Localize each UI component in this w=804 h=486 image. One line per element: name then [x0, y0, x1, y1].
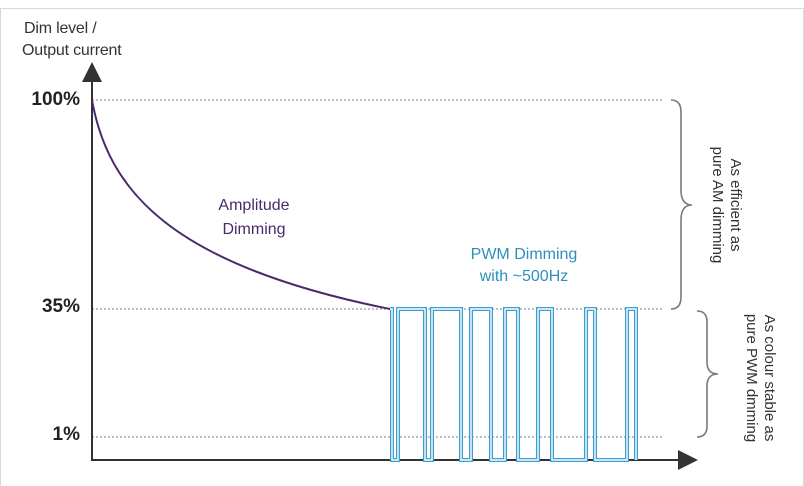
y-axis-title-line2: Output current	[22, 42, 122, 59]
amplitude-dimming-label-line2: Dimming	[222, 221, 286, 238]
frame-top-border	[0, 8, 804, 9]
pwm-dimming-label: PWM Dimming with ~500Hz	[444, 244, 604, 288]
amplitude-dimming-curve	[91, 99, 391, 310]
lower-side-note-line1: As colour stable as	[761, 314, 778, 442]
y-axis-title-line1: Dim level /	[24, 20, 97, 37]
lower-side-note-line2: pure PWM dmming	[743, 313, 760, 443]
tick-label-1: 1%	[52, 424, 80, 445]
upper-side-note-line2: pure AM dimming	[709, 146, 726, 264]
upper-brace	[670, 99, 693, 310]
upper-side-note: As efficient as pure AM dimming	[708, 125, 744, 285]
amplitude-dimming-label: Amplitude Dimming	[199, 194, 309, 242]
upper-side-note-line1: As efficient as	[727, 158, 744, 252]
lower-side-note: As colour stable as pure PWM dmming	[742, 293, 778, 463]
pwm-dimming-label-line2: with ~500Hz	[479, 268, 569, 285]
frame-left-border	[0, 8, 1, 486]
pwm-waveform-inner	[390, 308, 637, 461]
amplitude-dimming-label-line1: Amplitude	[218, 197, 290, 214]
tick-label-35: 35%	[41, 296, 80, 317]
pwm-dimming-label-line1: PWM Dimming	[470, 246, 578, 263]
tick-label-100: 100%	[31, 89, 80, 110]
lower-brace	[696, 310, 719, 438]
